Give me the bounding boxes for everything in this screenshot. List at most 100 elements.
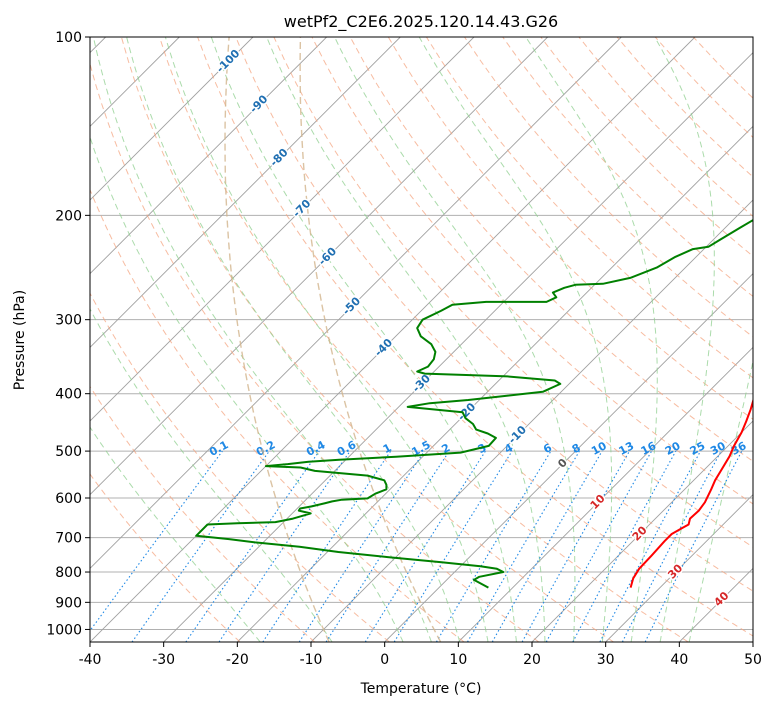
- dry-adiabat: [311, 37, 753, 505]
- temperature-profile-line: [629, 397, 753, 588]
- mixing-ratio-line: [90, 450, 223, 632]
- y-tick-label: 700: [55, 531, 82, 547]
- isotherm-line: [90, 37, 401, 348]
- x-tick-label: 30: [597, 652, 615, 668]
- pressure-gridlines: [90, 37, 753, 630]
- isotherm-line: [237, 125, 753, 642]
- plot-frame: [89, 36, 754, 643]
- mixing-ratio-line: [185, 450, 320, 642]
- mixing-ratio-label: 25: [688, 439, 708, 458]
- moist-adiabat: [334, 37, 576, 642]
- y-tick-label: 200: [55, 208, 82, 224]
- dry-adiabat: [425, 37, 753, 379]
- y-tick-label: 900: [55, 595, 82, 611]
- profiles: [195, 218, 753, 589]
- dry-adiabat: [387, 37, 753, 420]
- moist-adiabat: [418, 37, 613, 642]
- y-tick-label: 500: [55, 444, 82, 460]
- moist-adiabat: [90, 135, 404, 642]
- moist-adiabat: [90, 426, 261, 642]
- dry-adiabat: [349, 37, 753, 462]
- dry-adiabat: [90, 473, 241, 642]
- mixing-ratio-line: [521, 450, 630, 642]
- x-tick-label: 50: [744, 652, 762, 668]
- dry-adiabat: [120, 37, 614, 642]
- mixing-ratio-line: [325, 450, 450, 642]
- y-tick-label: 400: [55, 387, 82, 403]
- dry-adiabat: [502, 37, 753, 298]
- dry-adiabat: [159, 37, 689, 642]
- x-tick-label: 40: [670, 652, 688, 668]
- mixing-ratio-label: 36: [729, 439, 749, 458]
- x-axis-label: Temperature (°C): [360, 681, 482, 697]
- moist-adiabats: [90, 37, 753, 642]
- y-tick-label: 100: [55, 30, 82, 46]
- reference-curve: [224, 37, 330, 642]
- x-tick-label: -30: [152, 652, 175, 668]
- moist-adiabat: [164, 37, 489, 642]
- mixing-ratio-label: 20: [663, 439, 683, 458]
- mixing-ratio-line: [644, 450, 743, 642]
- isotherm-line: [458, 346, 753, 642]
- y-tick-label: 600: [55, 491, 82, 507]
- moist-adiabat: [688, 358, 753, 642]
- mixing-ratio-line: [572, 450, 677, 642]
- x-tick-label: 0: [380, 652, 389, 668]
- x-axis-ticks: -40 -30 -20 -10 0 10 20 30 40 50: [79, 642, 762, 668]
- moist-adiabat: [90, 308, 333, 642]
- x-tick-label: -10: [300, 652, 323, 668]
- mixing-ratio-line: [262, 450, 392, 642]
- y-axis-label: Pressure (hPa): [12, 290, 28, 390]
- moist-adiabat: [525, 37, 658, 642]
- mixing-ratio-line: [298, 450, 425, 642]
- dry-adiabat: [464, 37, 753, 338]
- isotherm-line: [90, 37, 254, 201]
- x-tick-label: 10: [449, 652, 467, 668]
- dry-adiabat: [90, 62, 540, 642]
- mixing-ratio-label: 16: [639, 439, 659, 458]
- isotherm-line: [163, 52, 753, 642]
- isotherm-line: [310, 199, 753, 642]
- moist-adiabat: [266, 37, 546, 642]
- dry-adiabat: [90, 292, 390, 642]
- moist-adiabat: [92, 37, 432, 642]
- isotherm-line: [384, 273, 753, 642]
- dry-adiabat: [90, 188, 465, 642]
- dewpoint-profile-line: [195, 218, 753, 589]
- chart-title: wetPf2_C2E6.2025.120.14.43.G26: [284, 12, 558, 32]
- mixing-ratio-line: [393, 450, 513, 642]
- x-tick-label: -40: [79, 652, 102, 668]
- reference-curve: [299, 37, 442, 642]
- y-tick-label: 800: [55, 565, 82, 581]
- dry-adiabat: [273, 37, 753, 548]
- isotherm-line: [90, 37, 475, 422]
- isotherm-line: [90, 37, 327, 275]
- dry-adiabat: [235, 37, 753, 592]
- y-tick-label: 1000: [46, 622, 82, 638]
- dry-adiabat: [90, 385, 316, 642]
- dry-adiabat: [197, 37, 753, 637]
- isotherms: [90, 37, 753, 642]
- isotherm-line: [531, 420, 753, 642]
- moist-adiabat: [654, 37, 715, 642]
- isotherm-line: [605, 494, 753, 642]
- isotherm-line: [90, 37, 696, 642]
- moist-adiabat: [210, 37, 517, 642]
- mixing-ratio-label: 13: [617, 439, 637, 458]
- mixing-ratio-label: 10: [589, 439, 609, 458]
- x-tick-label: 20: [523, 652, 541, 668]
- isotherm-line: [90, 37, 622, 569]
- dry-adiabats: [90, 37, 753, 642]
- x-tick-label: -20: [226, 652, 249, 668]
- mixing-ratio-label: 30: [708, 439, 728, 458]
- moist-adiabat: [126, 37, 461, 642]
- standard-lapse-line: [224, 37, 442, 642]
- isotherm-line: [90, 37, 548, 496]
- mixing-ratio-line: [545, 450, 653, 642]
- mixing-ratio-line: [131, 450, 270, 642]
- mixing-ratio-line: [218, 450, 351, 642]
- y-axis-ticks: 100 200 300 400 500 600 700 800 900 1000: [46, 30, 90, 638]
- y-tick-label: 300: [55, 313, 82, 329]
